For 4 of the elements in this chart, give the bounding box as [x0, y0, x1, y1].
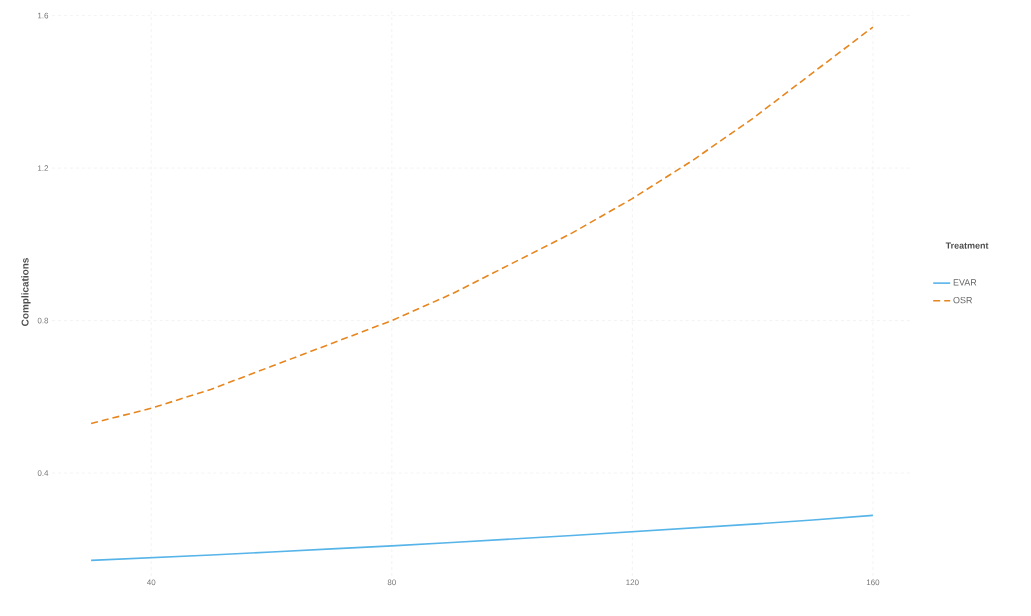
legend-label: EVAR — [953, 279, 977, 286]
legend-label: OSR — [953, 296, 973, 304]
legend-title: Treatment — [945, 242, 989, 249]
y-axis-title: Complications — [21, 258, 31, 326]
